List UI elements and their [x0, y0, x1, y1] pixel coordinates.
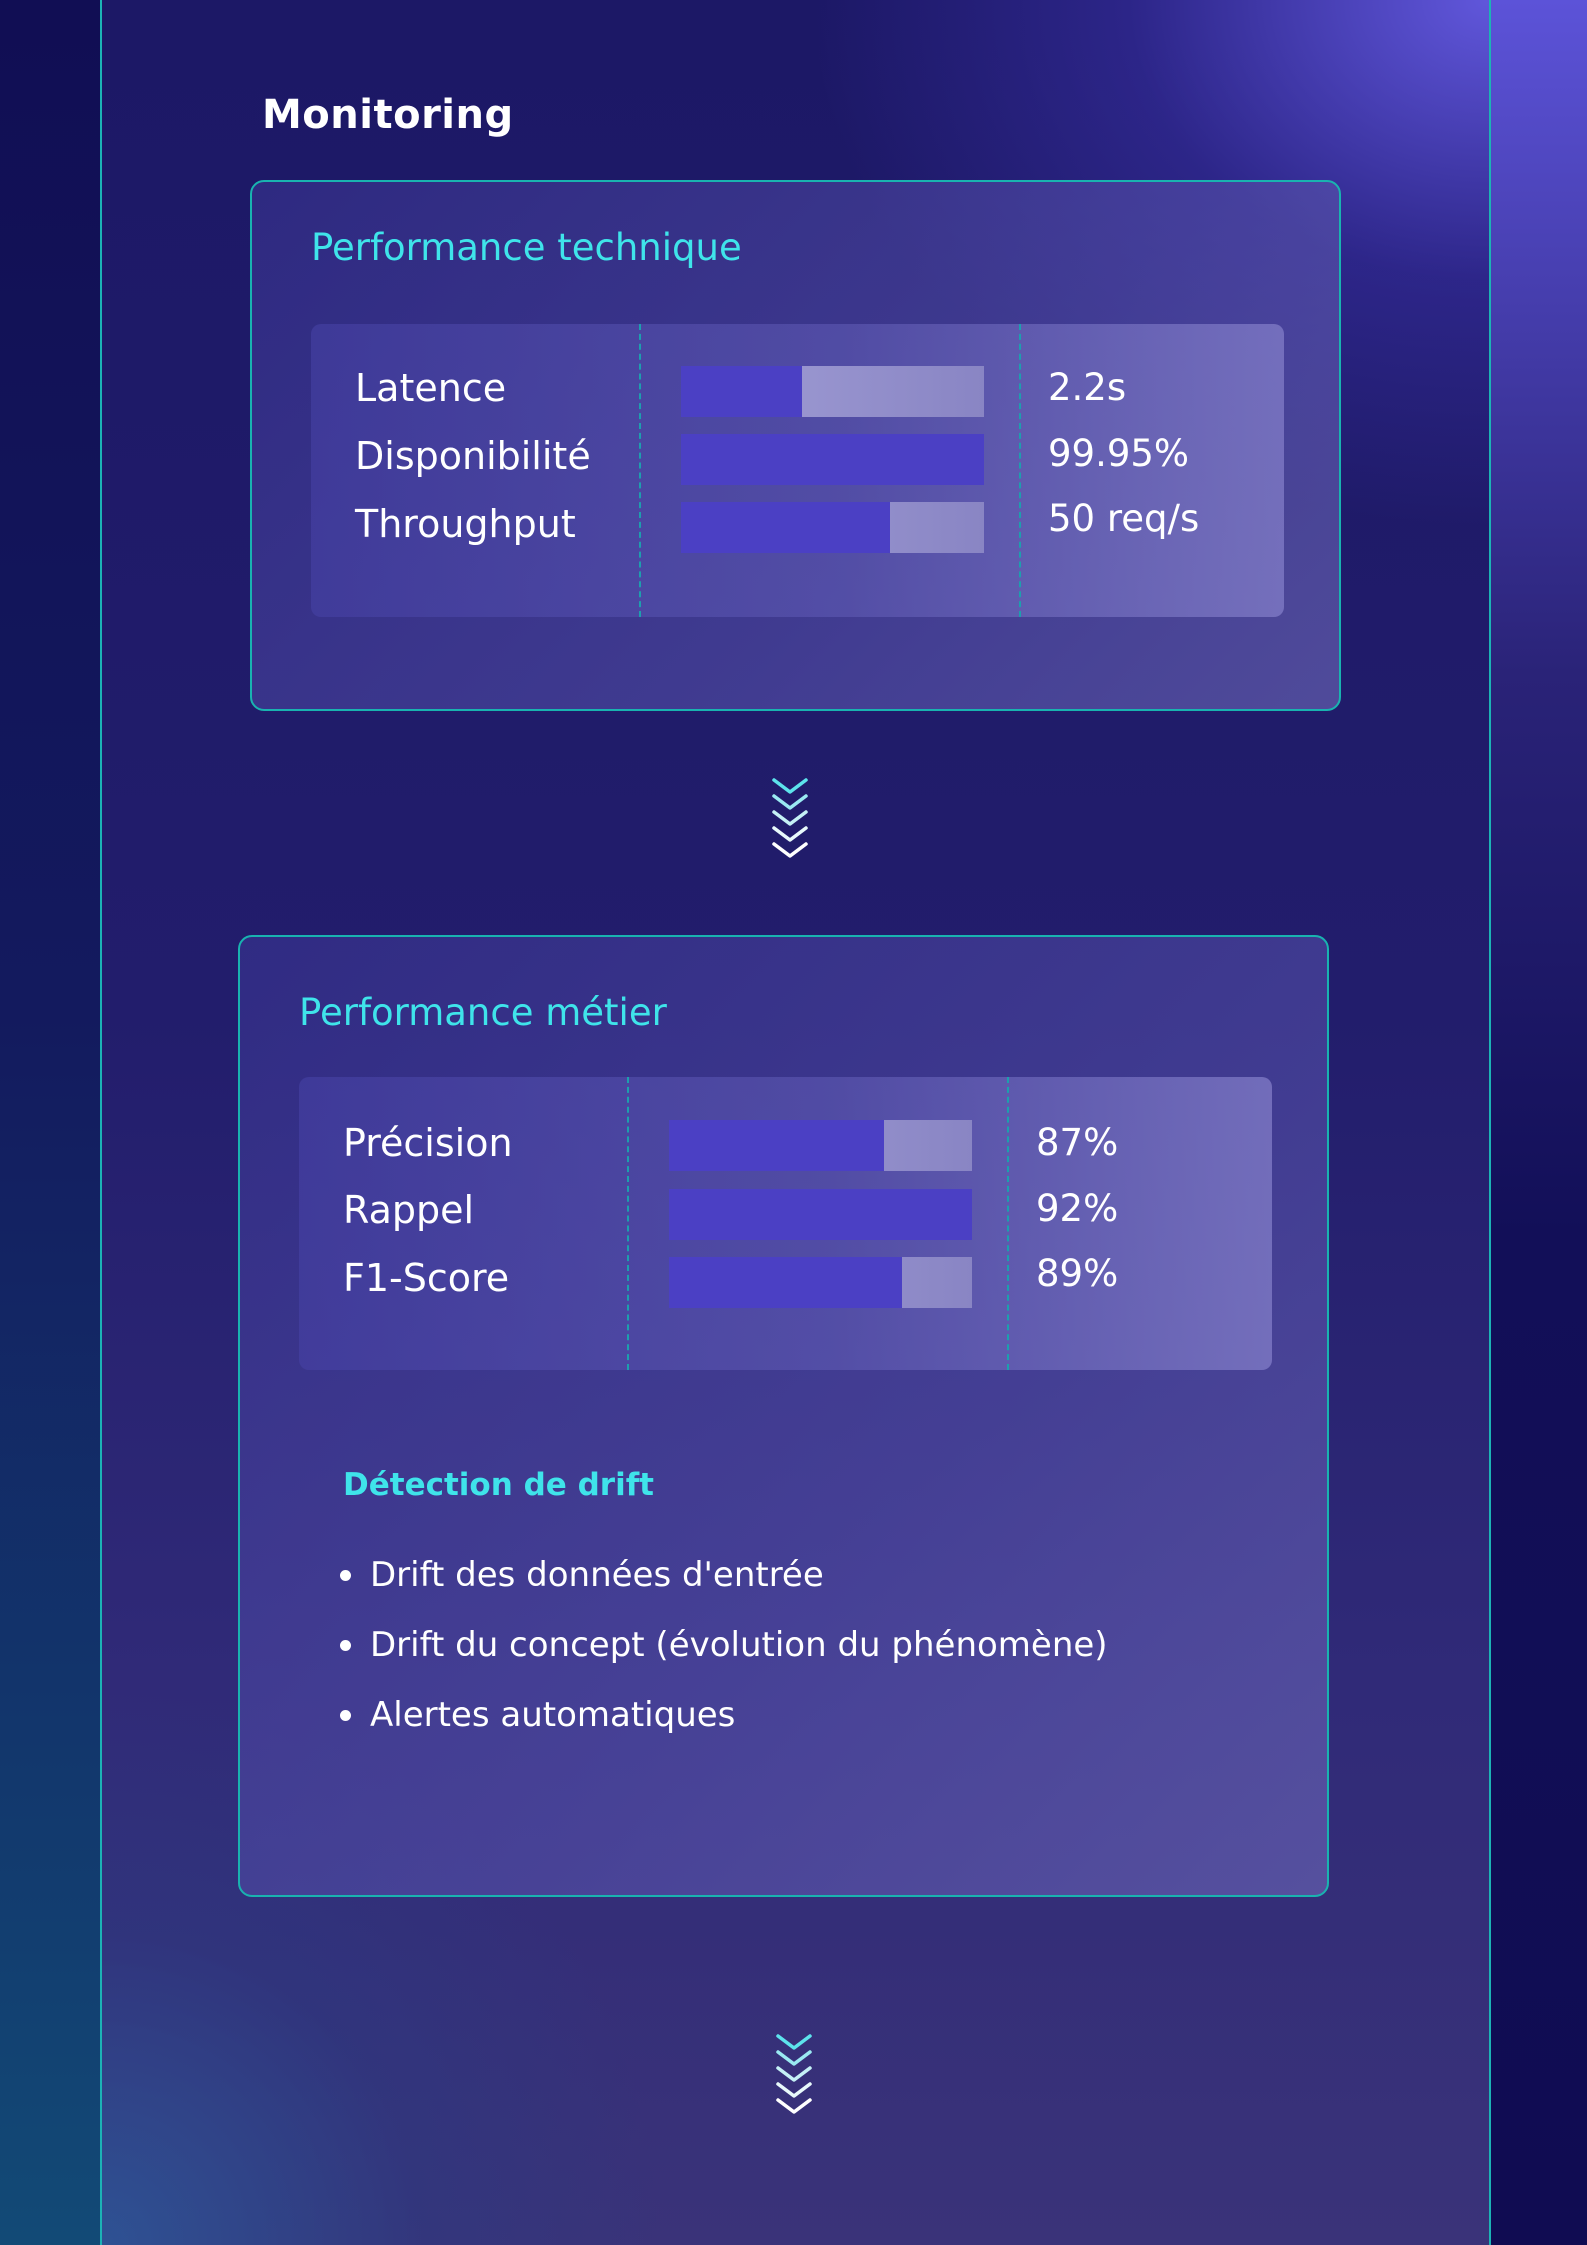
bullet-icon — [340, 1570, 351, 1581]
metric-value-f1-score: 89% — [1036, 1252, 1119, 1295]
chevrons-down-icon — [772, 778, 808, 858]
metric-bar-disponibilite — [681, 434, 984, 485]
drift-detection-list: Drift des données d'entrée Drift du conc… — [340, 1555, 1108, 1765]
list-item-text: Drift du concept (évolution du phénomène… — [370, 1625, 1108, 1665]
metric-label-throughput: Throughput — [355, 502, 576, 546]
background-right-strip — [1488, 0, 1587, 2245]
metric-bar-precision — [669, 1120, 972, 1171]
business-performance-title: Performance métier — [299, 991, 667, 1034]
metric-label-latence: Latence — [355, 366, 507, 410]
technical-performance-title: Performance technique — [311, 226, 742, 269]
metric-bar-fill — [681, 502, 891, 553]
bullet-icon — [340, 1640, 351, 1651]
metric-bar-latence — [681, 366, 984, 417]
metric-label-rappel: Rappel — [343, 1188, 475, 1232]
list-item-text: Drift des données d'entrée — [370, 1555, 824, 1595]
list-item: Drift des données d'entrée — [340, 1555, 1108, 1625]
drift-detection-title: Détection de drift — [343, 1467, 654, 1503]
technical-performance-card: Performance technique Latence 2.2s Dispo… — [250, 180, 1341, 711]
list-item-text: Alertes automatiques — [370, 1695, 736, 1735]
column-divider — [1019, 324, 1021, 617]
bullet-icon — [340, 1710, 351, 1721]
metric-value-latence: 2.2s — [1048, 366, 1127, 409]
metric-value-precision: 87% — [1036, 1121, 1119, 1164]
column-divider — [639, 324, 641, 617]
metric-label-precision: Précision — [343, 1121, 513, 1165]
metric-bar-f1-score — [669, 1257, 972, 1308]
background-left-strip — [0, 0, 100, 2245]
metric-bar-fill — [681, 366, 803, 417]
column-divider — [1007, 1077, 1009, 1370]
chevrons-down-icon — [776, 2034, 812, 2114]
list-item: Drift du concept (évolution du phénomène… — [340, 1625, 1108, 1695]
technical-metrics-table: Latence 2.2s Disponibilité 99.95% Throug… — [311, 324, 1284, 617]
business-metrics-table: Précision 87% Rappel 92% F1-Score 89% — [299, 1077, 1272, 1370]
business-performance-card: Performance métier Précision 87% Rappel … — [238, 935, 1329, 1897]
metric-value-throughput: 50 req/s — [1048, 497, 1200, 540]
metric-bar-rappel — [669, 1189, 972, 1240]
column-divider — [627, 1077, 629, 1370]
metric-label-disponibilite: Disponibilité — [355, 434, 591, 478]
metric-bar-fill — [669, 1120, 885, 1171]
list-item: Alertes automatiques — [340, 1695, 1108, 1765]
metric-value-rappel: 92% — [1036, 1187, 1119, 1230]
metric-bar-fill — [669, 1189, 972, 1240]
metric-bar-fill — [681, 434, 984, 485]
metric-label-f1-score: F1-Score — [343, 1256, 510, 1300]
metric-bar-throughput — [681, 502, 984, 553]
metric-value-disponibilite: 99.95% — [1048, 432, 1190, 475]
page-title: Monitoring — [262, 92, 514, 138]
metric-bar-fill — [669, 1257, 903, 1308]
